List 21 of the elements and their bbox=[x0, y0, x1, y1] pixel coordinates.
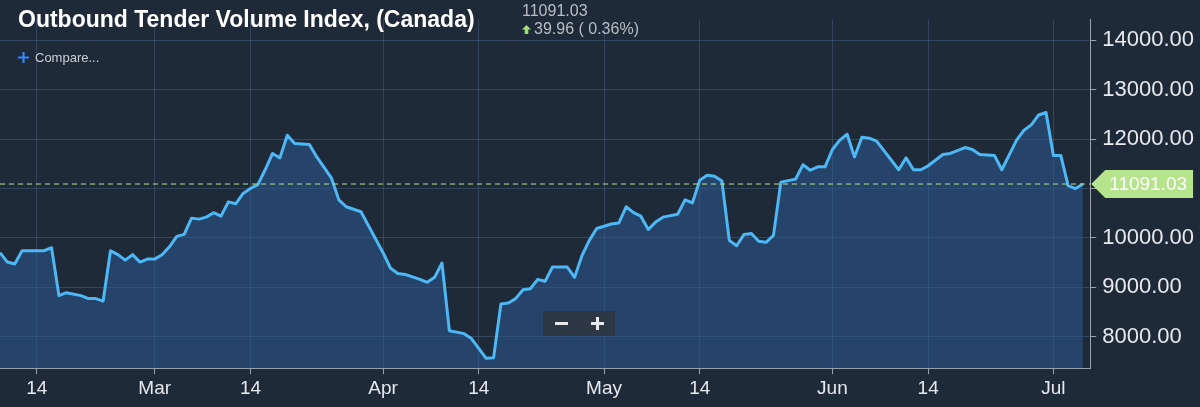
x-tick-label: 14 bbox=[26, 376, 48, 398]
annotation: Compare... bbox=[35, 50, 100, 65]
y-tick-label: 14000.00 bbox=[1102, 26, 1195, 52]
x-tick-label: 14 bbox=[239, 376, 262, 398]
chart-title: Outbound Tender Volume Index, (Canada) bbox=[18, 6, 475, 33]
x-tick-label: Apr bbox=[368, 376, 399, 398]
x-tick-label: 14 bbox=[468, 376, 490, 398]
ref-line-label: 11091.03 bbox=[1109, 173, 1188, 195]
x-tick-label: May bbox=[586, 376, 623, 398]
annotation: 39.96 ( 0.36%) bbox=[534, 20, 639, 38]
x-tick-label: Mar bbox=[138, 376, 172, 398]
x-tick-label: Jul bbox=[1041, 376, 1066, 398]
y-tick-label: 12000.00 bbox=[1102, 125, 1195, 151]
y-tick-label: 13000.00 bbox=[1102, 75, 1195, 101]
text: 11091.03 bbox=[522, 2, 588, 20]
y-tick-label: 8000.00 bbox=[1102, 322, 1182, 348]
x-tick-label: 14 bbox=[689, 376, 711, 398]
y-tick-label: 10000.00 bbox=[1102, 223, 1195, 249]
x-tick-label: Jun bbox=[817, 376, 848, 398]
y-tick-label: 9000.00 bbox=[1102, 273, 1182, 299]
x-tick-label: 14 bbox=[917, 376, 940, 398]
